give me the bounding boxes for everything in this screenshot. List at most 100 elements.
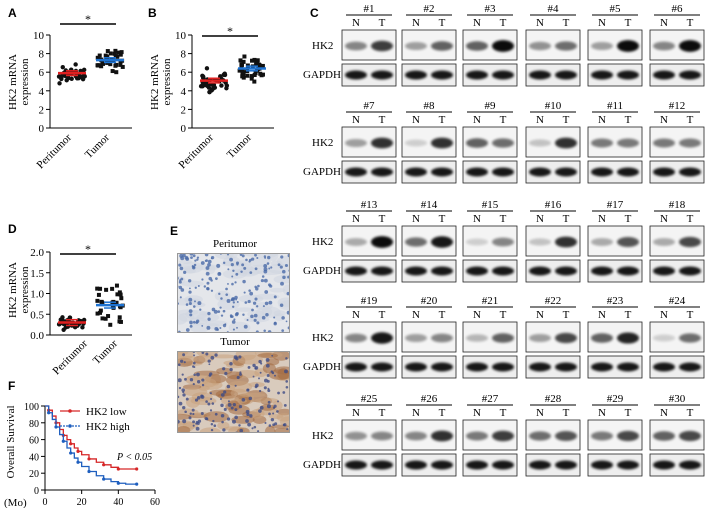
ihc-nucleus — [220, 414, 225, 418]
c-sample-label: #15 — [482, 199, 499, 211]
c-lane-label-t: T — [439, 309, 446, 321]
ihc-nucleus — [226, 299, 231, 303]
b-point-tumor — [253, 71, 258, 76]
a-ylabel-line2: expression — [19, 58, 31, 106]
c-hk2-band — [679, 430, 701, 442]
c-gapdh-band — [466, 167, 488, 177]
ihc-nucleus — [252, 301, 257, 305]
ihc-nucleus — [196, 380, 201, 384]
c-gapdh-blot-box — [341, 355, 397, 379]
c-gapdh-band — [653, 167, 675, 177]
ihc-nucleus — [227, 282, 229, 285]
ihc-nucleus — [200, 261, 205, 265]
ihc-nucleus — [254, 367, 257, 370]
ihc-nucleus — [232, 402, 236, 407]
c-gapdh-band — [405, 70, 427, 80]
ihc-nucleus — [249, 271, 253, 275]
ihc-nucleus — [214, 353, 218, 357]
ihc-nucleus — [225, 287, 228, 291]
a-point-tumor — [108, 62, 113, 67]
c-lane-label-t: T — [439, 114, 446, 126]
ihc-nucleus — [207, 402, 211, 406]
panel-letter-f: F — [8, 379, 16, 393]
ihc-nucleus — [238, 424, 241, 427]
ihc-nucleus — [257, 284, 260, 288]
c-lane-label-n: N — [598, 213, 606, 225]
c-lane-label-t: T — [563, 17, 570, 29]
c-hk2-band — [529, 238, 551, 246]
c-gapdh-band — [466, 460, 488, 470]
ihc-nucleus — [191, 408, 195, 412]
ihc-nucleus — [276, 410, 279, 413]
ihc-nucleus — [185, 303, 189, 306]
ihc-nucleus — [224, 323, 227, 326]
ihc-nucleus — [282, 275, 286, 280]
ihc-nucleus — [241, 397, 246, 402]
ihc-nucleus — [263, 329, 266, 333]
ihc-nucleus — [268, 300, 273, 305]
c-hk2-band — [591, 431, 613, 441]
b-point-peritumor — [200, 74, 206, 79]
c-hk2-band — [405, 139, 427, 147]
d-ytick-label: 1.0 — [30, 289, 44, 301]
ihc-nucleus — [195, 319, 200, 323]
ihc-nucleus — [180, 256, 185, 261]
ihc-nucleus — [207, 311, 211, 316]
ihc-nucleus — [189, 378, 194, 382]
c-lane-label-t: T — [379, 407, 386, 419]
ihc-nucleus — [241, 263, 245, 267]
b-point-peritumor — [210, 82, 215, 88]
ihc-nucleus — [193, 354, 196, 357]
c-lane-label-t: T — [563, 213, 570, 225]
f-censor-mark — [76, 449, 80, 453]
c-gapdh-band — [591, 362, 613, 372]
b-ytick-label: 10 — [175, 30, 187, 42]
ihc-nucleus — [200, 412, 204, 416]
ihc-nucleus — [188, 301, 192, 306]
ihc-nucleus — [180, 288, 185, 292]
ihc-nucleus — [214, 326, 219, 331]
ihc-nucleus — [273, 295, 277, 299]
ihc-nucleus — [205, 417, 209, 421]
b-point-tumor — [252, 79, 257, 84]
c-hk2-band — [466, 138, 488, 148]
f-legend-high: HK2 high — [86, 421, 130, 433]
c-gapdh-blot-box — [525, 160, 581, 184]
ihc-nucleus — [210, 398, 213, 401]
d-ytick-label: 1.5 — [30, 268, 44, 280]
c-hk2-band — [679, 236, 701, 248]
c-gapdh-band — [405, 167, 427, 177]
ihc-tissue-blob — [236, 259, 252, 269]
ihc-nucleus — [182, 391, 185, 394]
ihc-nucleus — [177, 363, 181, 367]
c-sample-label: #14 — [421, 199, 438, 211]
c-row-label-gapdh: GAPDH — [303, 361, 341, 373]
c-hk2-band — [617, 138, 639, 148]
c-hk2-band — [555, 431, 577, 441]
c-sample-label: #24 — [669, 295, 686, 307]
ihc-nucleus — [270, 417, 275, 422]
c-gapdh-band — [466, 70, 488, 80]
c-hk2-band — [345, 138, 367, 148]
c-lane-label-n: N — [536, 407, 544, 419]
ihc-nucleus — [267, 400, 271, 404]
c-lane-label-t: T — [687, 309, 694, 321]
a-point-tumor — [110, 69, 115, 74]
ihc-nucleus — [218, 292, 221, 296]
ihc-tissue-blob — [177, 426, 191, 433]
c-sample-label: #28 — [545, 393, 562, 405]
c-sample-label: #30 — [669, 393, 686, 405]
ihc-nucleus — [207, 263, 211, 267]
c-lane-label-t: T — [625, 17, 632, 29]
c-gapdh-blot-box — [401, 160, 457, 184]
c-gapdh-band — [345, 167, 367, 177]
c-sample-label: #5 — [610, 3, 622, 15]
a-point-peritumor — [69, 76, 74, 81]
ihc-nucleus — [238, 404, 243, 409]
f-censor-mark — [47, 411, 51, 415]
ihc-nucleus — [268, 283, 272, 287]
ihc-nucleus — [243, 324, 248, 329]
ihc-nucleus — [177, 378, 182, 383]
c-row-label-hk2: HK2 — [312, 137, 333, 149]
c-gapdh-band — [555, 460, 577, 470]
